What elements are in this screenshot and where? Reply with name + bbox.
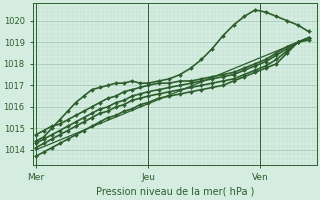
X-axis label: Pression niveau de la mer( hPa ): Pression niveau de la mer( hPa )	[96, 187, 254, 197]
